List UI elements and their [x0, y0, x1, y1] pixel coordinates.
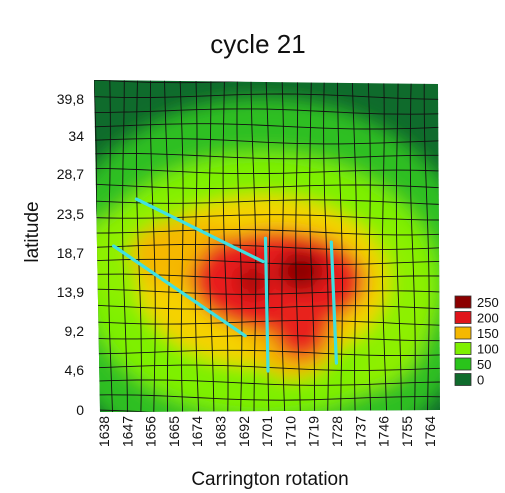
legend-swatch	[454, 311, 472, 324]
cyan-line-1	[134, 197, 265, 264]
grid-line-v-9	[222, 80, 229, 412]
grid-line-v-1	[108, 80, 113, 412]
grid-line-v-22	[409, 80, 416, 412]
legend-label: 100	[477, 342, 499, 357]
y-axis-label: latitude	[22, 201, 43, 262]
legend-swatch	[454, 342, 472, 355]
heat-blob-14	[239, 265, 267, 297]
y-tick-label: 9,2	[65, 323, 85, 339]
grid-line-h-21	[94, 394, 440, 401]
grid-line-v-14	[295, 80, 301, 412]
x-tick-label: 1737	[352, 416, 368, 447]
legend-swatch	[454, 326, 472, 340]
y-tick-label: 28,7	[57, 166, 84, 182]
x-tick-labels: 1638 1647 1656 1665 1674 1683 1692 1701 1710 1719…	[96, 416, 438, 447]
legend-label: 250	[477, 295, 499, 310]
plot-area	[94, 80, 440, 412]
legend-label: 200	[477, 311, 499, 326]
legend-label: 150	[477, 326, 499, 341]
legend-label: 50	[477, 357, 491, 372]
x-tick-label: 1656	[143, 416, 159, 447]
cyan-line-3	[263, 236, 270, 373]
x-tick-label: 1755	[399, 416, 415, 447]
grid-line-v-15	[309, 80, 316, 412]
grid-line-h-2	[94, 108, 440, 115]
legend-swatch	[454, 295, 472, 309]
grid-line-v-6	[179, 80, 184, 412]
grid-line-v-18	[351, 80, 357, 412]
y-tick-label: 34	[68, 128, 84, 144]
grid-line-v-7	[194, 80, 200, 412]
grid-line-v-5	[164, 80, 170, 412]
x-tick-label: 1665	[166, 416, 182, 447]
cyan-line-4	[329, 240, 338, 365]
x-tick-label: 1764	[422, 416, 438, 447]
grid-line-h-7	[94, 183, 440, 189]
grid-line-h-8	[94, 199, 440, 205]
grid-line-h-1	[94, 93, 440, 100]
grid-line-v-13	[281, 80, 286, 412]
x-tick-label: 1647	[119, 416, 135, 447]
x-tick-label: 1710	[282, 416, 298, 447]
heat-layer	[94, 97, 440, 412]
grid-line-v-21	[395, 80, 402, 412]
legend-label: 0	[477, 373, 484, 388]
y-tick-label: 23,5	[57, 206, 84, 222]
legend-swatch	[454, 373, 472, 386]
grid-line-v-19	[367, 80, 372, 412]
x-tick-label: 1674	[189, 416, 205, 447]
y-tick-label: 13,9	[57, 284, 84, 300]
cyan-lines	[111, 197, 338, 373]
grid-line-h-5	[94, 152, 440, 160]
y-tick-labels: 0 4,6 9,2 13,9 18,7 23,5 28,7 34 39,8	[57, 91, 84, 418]
x-tick-label: 1728	[329, 416, 345, 447]
y-tick-label: 4,6	[65, 362, 85, 378]
grid-line-h-3	[94, 123, 440, 130]
grid-line-h-9	[94, 214, 440, 221]
x-tick-label: 1683	[213, 416, 229, 447]
grid-line-v-23	[423, 80, 430, 412]
x-axis-label: Carrington rotation	[191, 469, 348, 490]
grid-line-v-4	[149, 80, 156, 412]
y-tick-label: 39,8	[57, 91, 84, 107]
grid-line-h-20	[94, 379, 440, 386]
cyan-line-2	[111, 244, 247, 338]
grid-line-h-6	[94, 167, 440, 175]
grid-line-v-8	[208, 80, 215, 412]
y-tick-label: 0	[76, 402, 84, 418]
grid-line-h-10	[94, 229, 440, 236]
x-tick-label: 1746	[376, 416, 392, 447]
grid-line-v-17	[337, 80, 343, 412]
grid-line-v-20	[381, 80, 388, 412]
heat-blob-12	[273, 296, 329, 360]
x-tick-label: 1638	[96, 416, 112, 447]
grid-line-v-10	[236, 80, 243, 412]
x-tick-label: 1701	[259, 416, 275, 447]
x-tick-label: 1719	[306, 416, 322, 447]
grid-line-h-4	[94, 138, 440, 145]
legend-swatch	[454, 357, 472, 371]
heat-blob-13	[278, 251, 324, 291]
grid-line-v-16	[323, 80, 330, 412]
chart-title: cycle 21	[210, 29, 305, 59]
y-tick-label: 18,7	[57, 245, 84, 261]
x-tick-label: 1692	[236, 416, 252, 447]
